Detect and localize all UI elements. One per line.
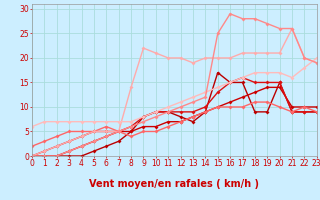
X-axis label: Vent moyen/en rafales ( km/h ): Vent moyen/en rafales ( km/h ) (89, 179, 260, 189)
